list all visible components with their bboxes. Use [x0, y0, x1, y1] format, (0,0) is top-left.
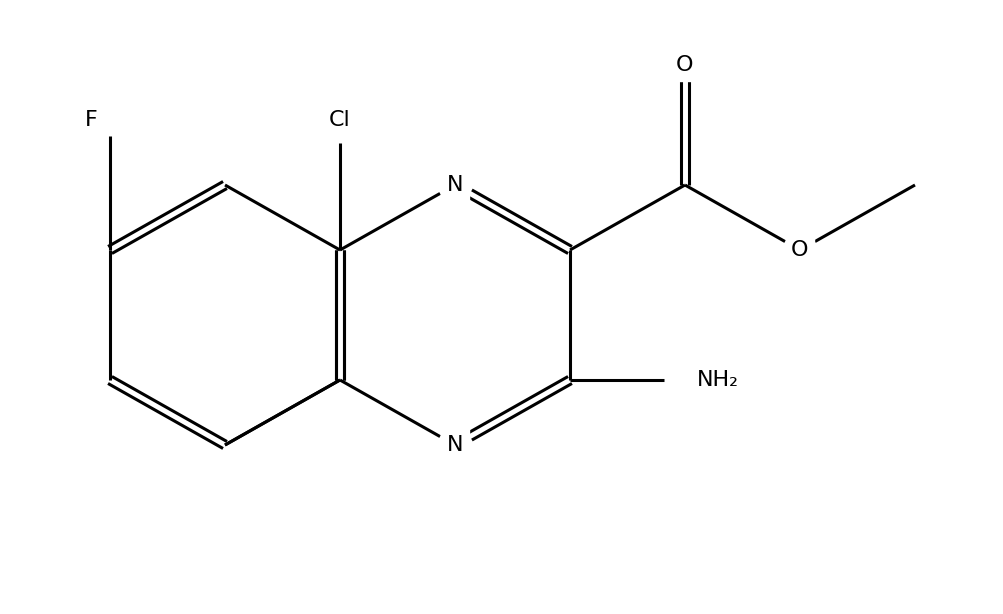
Text: N: N	[446, 435, 462, 455]
Text: O: O	[676, 55, 693, 75]
Text: N: N	[446, 175, 462, 195]
Text: F: F	[85, 110, 98, 130]
Text: O: O	[790, 240, 808, 260]
Text: NH₂: NH₂	[696, 370, 738, 390]
Text: Cl: Cl	[329, 110, 350, 130]
